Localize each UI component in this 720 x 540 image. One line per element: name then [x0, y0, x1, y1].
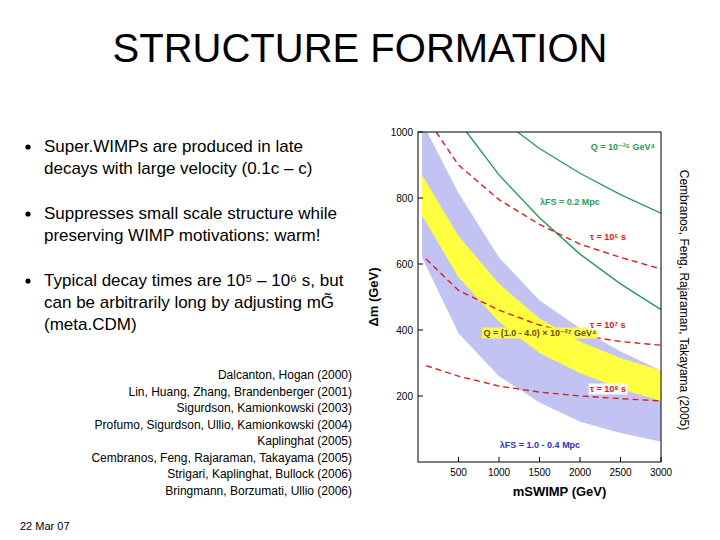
series-label: τ = 10⁶ s [590, 232, 626, 242]
slide: STRUCTURE FORMATION Super.WIMPs are produ… [0, 0, 720, 540]
bullet: Suppresses small scale structure while pr… [44, 204, 337, 245]
x-tick-label: 1000 [488, 467, 511, 478]
curve [436, 132, 661, 269]
label-patch [482, 328, 598, 339]
band [422, 175, 661, 401]
series-label-group: τ = 10⁶ s [589, 232, 628, 243]
x-tick [499, 457, 500, 462]
bullet-line: preserving WIMP motivations: warm! [44, 226, 320, 245]
reference: Kaplinghat (2005) [257, 434, 352, 448]
y-axis-title: Δm (GeV) [366, 267, 381, 326]
y-tick-label: 400 [396, 325, 413, 336]
bullet-line: Super.WIMPs are produced in late [44, 137, 303, 156]
label-patch [498, 440, 581, 451]
y-tick [418, 264, 423, 265]
label-patch [589, 320, 628, 331]
reference: Dalcanton, Hogan (2000) [218, 368, 352, 382]
plot-area [422, 132, 661, 442]
series-label: Q = 10⁻²⁵ GeV⁴ [591, 142, 655, 152]
label-patch [539, 197, 602, 208]
bullet-dot [25, 278, 30, 283]
series-label: τ = 10⁸ s [590, 384, 626, 394]
curve [426, 259, 661, 345]
y-tick-label: 1000 [391, 127, 414, 138]
label-patch [589, 232, 628, 243]
x-tick [458, 457, 459, 462]
band [422, 132, 661, 442]
bullet-dot [25, 144, 30, 149]
reference: Strigari, Kaplinghat, Bullock (2006) [167, 467, 352, 481]
curve [517, 132, 661, 213]
series-label-group: τ = 10⁷ s [589, 320, 628, 331]
bullet-line: Suppresses small scale structure while [44, 204, 337, 223]
x-tick [661, 457, 662, 462]
x-tick-label: 3000 [650, 467, 673, 478]
title: STRUCTURE FORMATION [113, 26, 608, 70]
x-tick [580, 457, 581, 462]
x-tick [539, 457, 540, 462]
curve [467, 132, 661, 310]
reference: Lin, Huang, Zhang, Brandenberger (2001) [129, 385, 352, 399]
series-label: λFS = 1.0 - 0.4 Mpc [500, 440, 580, 450]
bullet-dot [25, 211, 30, 216]
series-label-group: Q = (1.0 - 4.0) × 10⁻²⁷ GeV⁴ [482, 328, 598, 339]
reference: Cembranos, Feng, Rajaraman, Takayama (20… [91, 451, 352, 465]
bullet-line: can be arbitrarily long by adjusting mG̃ [44, 292, 334, 312]
series-label: Q = (1.0 - 4.0) × 10⁻²⁷ GeV⁴ [484, 328, 597, 338]
series-label-group: λFS = 0.2 Mpc [539, 197, 602, 208]
y-tick [418, 198, 423, 199]
curve [426, 366, 661, 401]
series-label-group: τ = 10⁸ s [589, 384, 628, 395]
reference: Bringmann, Borzumati, Ullio (2006) [165, 484, 352, 498]
y-tick-label: 600 [396, 259, 413, 270]
series-label-group: λFS = 1.0 - 0.4 Mpc [498, 440, 581, 451]
frame [418, 132, 661, 462]
bullet: Typical decay times are 10⁵ – 10⁶ s, but… [44, 271, 344, 334]
bullet: Super.WIMPs are produced in late decays w… [44, 137, 312, 178]
x-axis-title: mSWIMP (GeV) [513, 484, 607, 499]
y-tick [418, 132, 423, 133]
y-tick-label: 200 [396, 391, 413, 402]
x-tick-label: 2000 [569, 467, 592, 478]
x-tick [620, 457, 621, 462]
label-patch [589, 384, 628, 395]
reference: Profumo, Sigurdson, Ullio, Kamionkowski … [95, 418, 352, 432]
x-tick-label: 2500 [609, 467, 632, 478]
label-patch [589, 142, 656, 153]
bullet-line: decays with large velocity (0.1c – c) [44, 159, 312, 178]
date: 22 Mar 07 [20, 520, 70, 532]
credit: Cembranos, Feng, Rajaraman, Takayama (20… [677, 170, 691, 431]
series-label: λFS = 0.2 Mpc [540, 197, 600, 207]
y-tick-label: 800 [396, 193, 413, 204]
reference: Sigurdson, Kamionkowski (2003) [177, 401, 352, 415]
series-label-group: Q = 10⁻²⁵ GeV⁴ [589, 142, 656, 153]
bullet-line: Typical decay times are 10⁵ – 10⁶ s, but [44, 271, 344, 290]
bullet-line: (meta.CDM) [44, 315, 137, 334]
y-tick [418, 396, 423, 397]
x-tick-label: 500 [450, 467, 467, 478]
x-tick-label: 1500 [528, 467, 551, 478]
y-tick [418, 330, 423, 331]
series-label: τ = 10⁷ s [590, 320, 626, 330]
